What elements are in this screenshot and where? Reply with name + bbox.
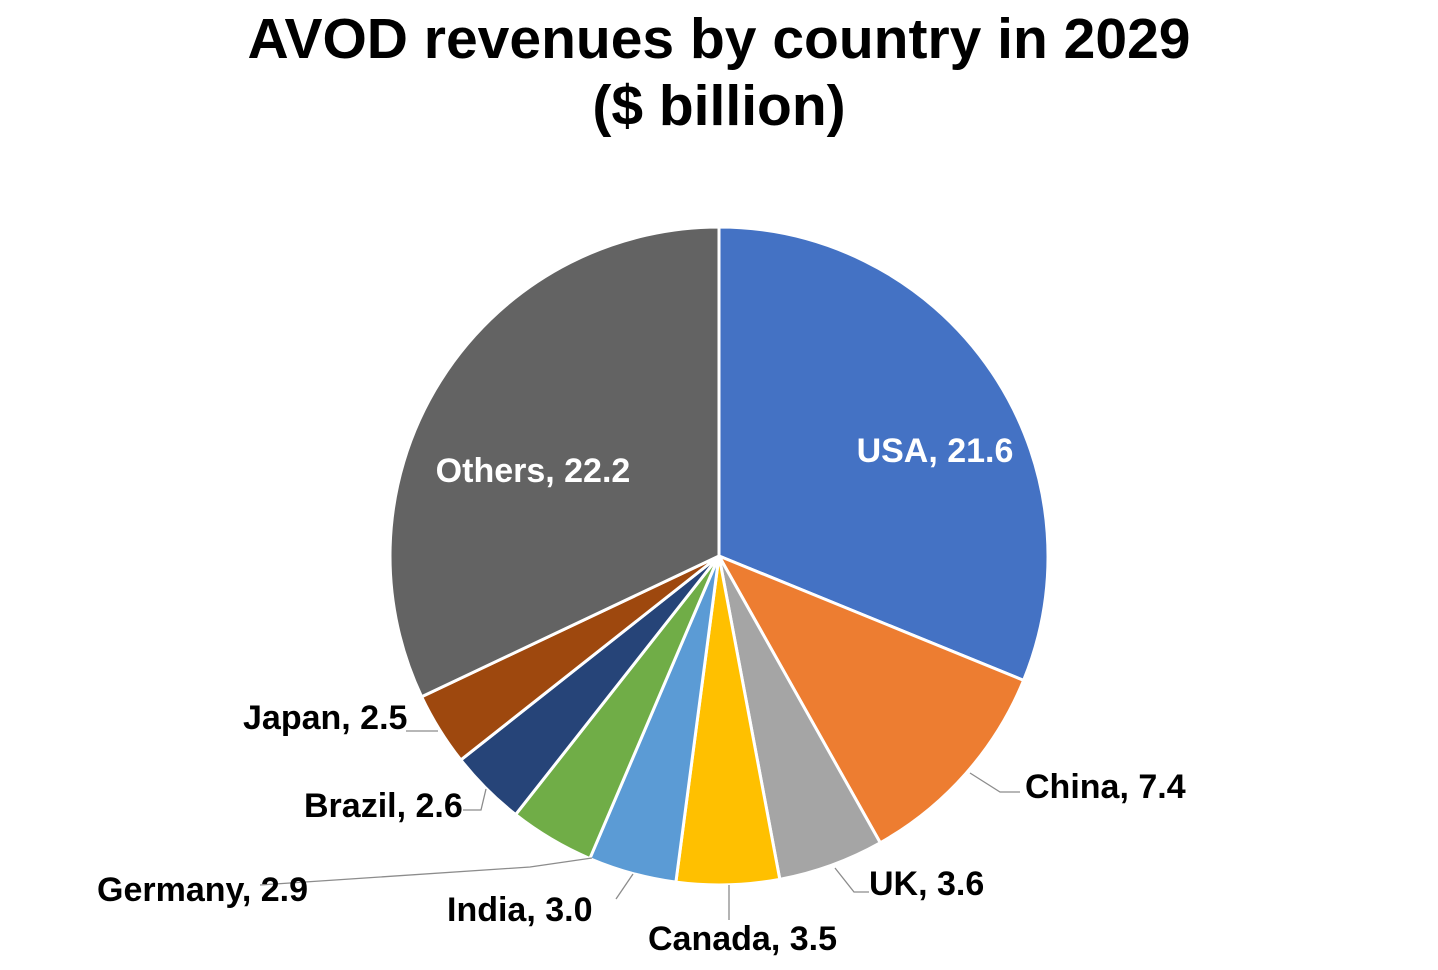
svg-text:Others, 22.2: Others, 22.2 (436, 452, 631, 490)
svg-text:China, 7.4: China, 7.4 (1025, 768, 1186, 806)
svg-text:Japan, 2.5: Japan, 2.5 (243, 699, 407, 737)
svg-text:Canada, 3.5: Canada, 3.5 (648, 920, 837, 958)
svg-text:USA, 21.6: USA, 21.6 (857, 432, 1014, 470)
svg-text:Brazil, 2.6: Brazil, 2.6 (304, 787, 463, 825)
svg-text:India, 3.0: India, 3.0 (447, 891, 593, 929)
svg-text:UK, 3.6: UK, 3.6 (869, 865, 984, 903)
svg-text:Germany, 2.9: Germany, 2.9 (97, 871, 308, 909)
